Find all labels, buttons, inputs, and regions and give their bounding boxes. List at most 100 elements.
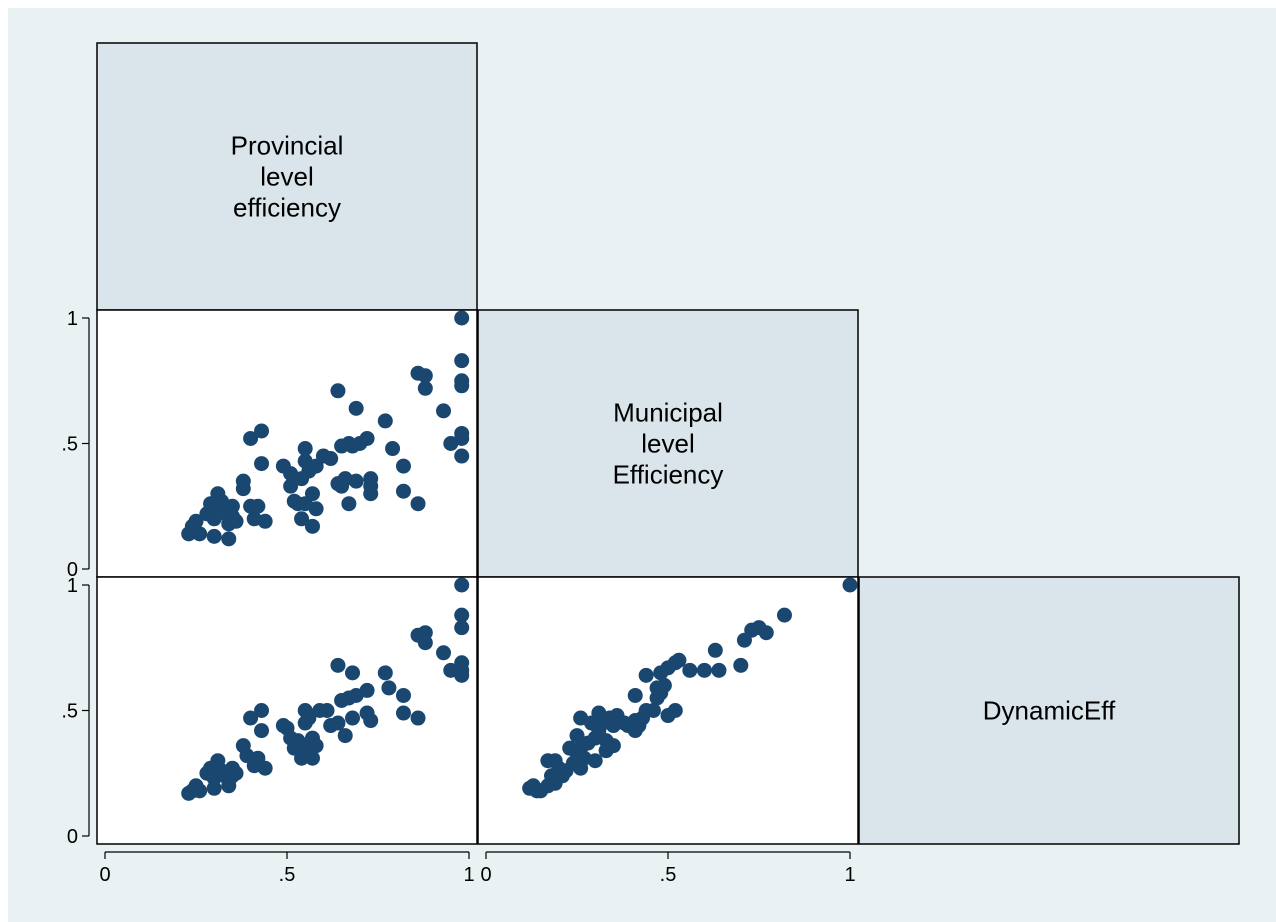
data-point-2-61 [758,625,774,641]
data-point-2-63 [842,577,858,593]
data-point-1-60 [417,635,433,651]
data-point-2-55 [707,642,723,658]
data-point-0-73 [454,430,470,446]
data-point-2-15 [569,728,585,744]
data-point-2-35 [627,687,643,703]
data-point-1-54 [381,680,397,696]
diagonal-cell-0 [96,42,478,311]
data-point-0-15 [224,498,240,514]
x-tick-label-col-1-2: 1 [844,864,855,886]
data-point-0-71 [454,378,470,394]
variable-label-0-line-1: level [260,162,313,192]
data-point-0-25 [257,513,273,529]
x-tick-label-col-1-1: .5 [660,864,677,886]
data-point-0-22 [250,498,266,514]
cells-layer: ProvinciallevelefficiencyMunicipallevelE… [96,42,1240,845]
scatter-panel-1 [96,576,478,845]
y-tick-label-row-1-1: .5 [61,434,78,456]
diagonal-cell-1 [477,309,859,578]
data-point-0-31 [294,511,310,527]
diagonal-cell-2 [858,576,1240,845]
data-point-0-61 [395,483,411,499]
variable-label-0-line-0: Provincial [231,131,344,161]
data-point-1-50 [359,682,375,698]
data-point-1-65 [454,620,470,636]
data-point-2-53 [682,662,698,678]
data-point-0-51 [348,400,364,416]
data-point-2-54 [696,662,712,678]
variable-label-2-line-0: DynamicEff [983,696,1116,726]
data-point-0-23 [254,423,270,439]
data-point-1-40 [319,703,335,718]
points-layer [181,310,858,801]
scatter-panel-0 [96,309,478,578]
data-point-1-47 [345,665,361,681]
data-point-1-45 [337,728,353,744]
y-tick-label-row-2-0: 0 [67,826,78,848]
data-point-0-6 [206,528,222,544]
data-point-0-59 [385,441,401,457]
data-point-1-56 [395,705,411,721]
data-point-2-22 [587,753,603,769]
data-point-1-37 [304,750,320,766]
y-tick-label-row-1-2: 1 [67,308,78,330]
data-point-1-63 [454,577,470,593]
data-point-0-37 [304,518,320,534]
data-point-0-42 [323,451,339,467]
data-point-0-24 [254,456,270,472]
data-point-2-47 [656,677,672,693]
data-point-0-54 [359,430,375,446]
data-point-1-42 [330,657,346,673]
data-point-1-34 [301,710,317,726]
data-point-0-57 [363,471,379,487]
data-point-0-43 [330,383,346,399]
data-point-0-39 [308,501,324,517]
data-point-2-41 [638,667,654,683]
variable-label-1-line-0: Municipal [613,398,723,428]
variable-label-1-line-2: Efficiency [613,460,724,490]
data-point-2-52 [671,652,687,668]
data-point-1-16 [228,765,244,781]
data-point-2-31 [605,738,621,754]
data-point-0-58 [377,413,393,429]
data-point-0-35 [297,441,313,457]
data-point-2-57 [733,657,749,673]
data-point-0-16 [228,513,244,529]
x-tick-label-col-0-2: 1 [463,864,474,886]
variable-label-0-line-2: efficiency [233,193,341,223]
data-point-0-62 [410,496,426,512]
data-point-2-56 [711,662,727,678]
data-point-2-51 [667,703,683,718]
data-point-1-57 [410,710,426,726]
data-point-2-42 [645,703,661,718]
data-point-0-68 [454,310,470,326]
data-point-0-19 [243,430,259,446]
data-point-0-66 [436,403,452,419]
data-point-1-38 [308,738,324,754]
data-point-0-48 [341,496,357,512]
data-point-0-60 [395,458,411,474]
x-tick-label-col-0-0: 0 [99,864,110,886]
data-point-1-61 [436,645,452,661]
data-point-0-64 [417,368,433,384]
data-point-1-52 [363,713,379,729]
data-point-1-23 [254,723,270,739]
y-tick-label-row-2-1: .5 [61,701,78,723]
data-point-1-43 [330,715,346,731]
data-point-1-3 [192,783,208,799]
data-point-1-22 [254,703,270,718]
data-point-0-74 [454,448,470,464]
data-point-1-64 [454,607,470,623]
x-tick-label-col-1-0: 0 [480,864,491,886]
data-point-0-2 [188,513,204,529]
data-point-0-56 [363,486,379,502]
axes-layer: 0.510.510.5 1 0.5 1 [61,308,855,886]
data-point-0-69 [454,353,470,369]
data-point-0-52 [348,473,364,489]
data-point-1-48 [345,710,361,726]
data-point-0-13 [221,531,237,547]
data-point-1-68 [454,667,470,683]
data-point-2-62 [776,607,792,623]
x-tick-label-col-0-1: .5 [279,864,296,886]
